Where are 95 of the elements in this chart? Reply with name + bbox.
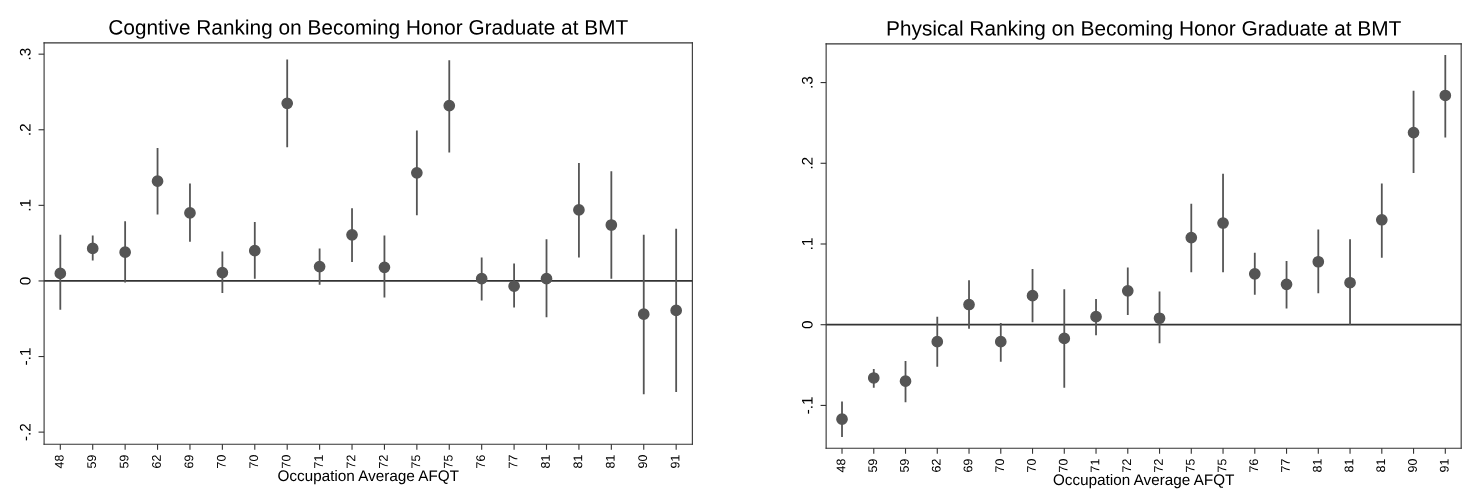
- y-tick-label: .3: [19, 48, 31, 60]
- x-tick-label: 75: [1217, 459, 1227, 472]
- point: [963, 298, 975, 311]
- x-tick-label: 81: [605, 455, 615, 468]
- point: [899, 375, 912, 388]
- x-tick-label: 62: [931, 459, 941, 472]
- point: [637, 308, 650, 321]
- x-tick-label: 59: [87, 455, 97, 469]
- y-tick-label: .2: [19, 124, 31, 135]
- chart-title: Physical Ranking on Becoming Honor Graduate at BMT: [887, 20, 1401, 40]
- chart-title: Cogntive Ranking on Becoming Honor Graduate at BMT: [109, 19, 628, 39]
- y-tick-label: .1: [20, 199, 31, 211]
- point: [1090, 310, 1102, 323]
- x-tick-label: 91: [1439, 459, 1449, 472]
- x-tick-label: 59: [900, 459, 909, 473]
- x-axis-title: Occupation Average AFQT: [1053, 473, 1235, 489]
- point: [670, 304, 683, 317]
- point: [216, 266, 229, 279]
- point: [475, 272, 488, 285]
- x-tick-label: 76: [1249, 459, 1259, 472]
- point: [605, 219, 618, 231]
- point: [313, 260, 326, 273]
- point: [411, 166, 423, 179]
- point: [184, 207, 196, 219]
- x-tick-label: 72: [378, 455, 388, 468]
- x-tick-label: 72: [1122, 459, 1132, 472]
- y-tick-label: -.1: [20, 348, 31, 365]
- point: [1375, 213, 1388, 226]
- point: [1153, 312, 1166, 325]
- point: [1344, 276, 1356, 289]
- x-tick-label: 90: [1408, 459, 1417, 472]
- x-tick-label: 81: [1312, 459, 1322, 472]
- point: [1407, 126, 1420, 139]
- x-tick-label: 70: [1027, 459, 1036, 472]
- x-tick-label: 62: [152, 455, 161, 468]
- point: [931, 335, 944, 348]
- point: [86, 242, 99, 255]
- x-tick-label: 70: [281, 455, 291, 468]
- x-tick-label: 69: [963, 459, 973, 472]
- x-tick-label: 75: [443, 455, 453, 468]
- x-tick-label: 59: [868, 459, 878, 473]
- point: [508, 280, 520, 293]
- point: [54, 267, 67, 280]
- point: [1217, 217, 1229, 229]
- x-tick-label: 70: [1058, 459, 1068, 472]
- x-tick-label: 48: [54, 455, 64, 469]
- point: [443, 99, 456, 112]
- point: [119, 246, 131, 259]
- point: [1439, 89, 1452, 102]
- x-tick-label: 69: [184, 455, 194, 468]
- point: [151, 175, 164, 188]
- point: [1121, 284, 1134, 297]
- x-tick-label: 90: [638, 455, 648, 468]
- x-tick-label: 75: [411, 455, 421, 468]
- point: [1058, 332, 1071, 345]
- point: [1248, 268, 1261, 280]
- x-tick-label: 81: [541, 455, 550, 468]
- point: [1280, 278, 1293, 291]
- point: [1185, 231, 1198, 244]
- point: [836, 413, 848, 425]
- x-tick-label: 77: [508, 455, 518, 468]
- x-tick-label: 72: [346, 455, 356, 468]
- point: [346, 228, 358, 241]
- x-tick-label: 70: [995, 459, 1005, 472]
- y-tick-label: .1: [802, 238, 813, 249]
- y-tick-label: -.1: [802, 397, 813, 414]
- x-tick-label: 91: [670, 455, 680, 468]
- x-tick-label: 77: [1281, 459, 1290, 472]
- point: [573, 204, 585, 216]
- point: [1026, 289, 1039, 302]
- x-tick-label: 81: [1344, 459, 1354, 472]
- y-tick-label: .2: [801, 157, 813, 169]
- y-tick-label: 0: [801, 321, 813, 329]
- x-tick-label: 48: [836, 459, 846, 473]
- x-tick-label: 70: [216, 455, 226, 468]
- x-tick-label: 70: [249, 455, 259, 468]
- y-tick-label: 0: [19, 277, 31, 285]
- point: [378, 261, 391, 274]
- x-tick-label: 75: [1185, 459, 1195, 472]
- x-tick-label: 71: [314, 455, 323, 468]
- point: [540, 272, 553, 285]
- x-tick-label: 81: [573, 455, 583, 468]
- point: [994, 335, 1007, 348]
- point: [867, 372, 880, 384]
- x-axis-title: Occupation Average AFQT: [278, 469, 459, 485]
- y-tick-label: -.2: [19, 423, 31, 441]
- point: [248, 244, 261, 257]
- point: [1312, 255, 1325, 268]
- x-tick-label: 71: [1090, 459, 1100, 472]
- x-tick-label: 76: [476, 455, 486, 468]
- x-tick-label: 81: [1376, 459, 1386, 472]
- point: [281, 97, 294, 110]
- y-tick-label: .3: [801, 76, 813, 88]
- x-tick-label: 72: [1154, 459, 1163, 472]
- x-tick-label: 59: [119, 455, 129, 469]
